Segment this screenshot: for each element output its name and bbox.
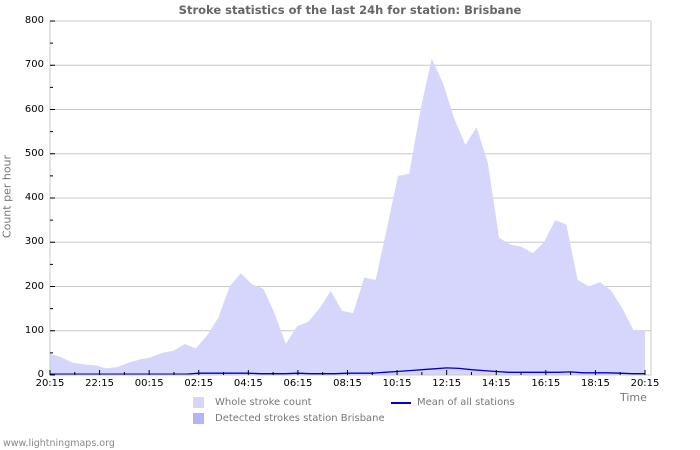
- x-tick-label: 02:15: [184, 378, 214, 389]
- y-tick-label: 800: [24, 15, 44, 26]
- x-tick-label: 20:15: [630, 378, 660, 389]
- x-axis-label: Time: [620, 391, 647, 404]
- footer-source: www.lightningmaps.org: [3, 438, 115, 449]
- whole-stroke-area: [50, 58, 645, 375]
- x-tick-label: 22:15: [85, 378, 114, 389]
- x-tick-label: 18:15: [580, 378, 610, 389]
- legend-label-mean: Mean of all stations: [417, 397, 515, 408]
- legend-swatch-detected: [193, 413, 204, 424]
- legend-swatch-mean: [391, 402, 411, 404]
- y-tick-label: 700: [24, 59, 44, 71]
- y-tick-label: 200: [24, 280, 44, 292]
- x-tick-label: 10:15: [382, 378, 412, 389]
- y-tick-label: 300: [24, 236, 44, 248]
- legend-label-whole: Whole stroke count: [215, 397, 312, 408]
- x-tick-label: 16:15: [531, 378, 561, 389]
- x-tick-label: 14:15: [481, 378, 511, 389]
- y-tick-label: 400: [24, 192, 44, 203]
- legend-label-detected: Detected strokes station Brisbane: [215, 413, 385, 424]
- y-tick-label: 600: [24, 103, 44, 115]
- y-tick-label: 100: [24, 324, 44, 336]
- x-tick-label: 08:15: [333, 378, 362, 389]
- legend-swatch-whole: [193, 397, 204, 408]
- y-tick-label: 500: [24, 147, 44, 159]
- x-tick-label: 06:15: [283, 378, 313, 389]
- x-tick-label: 12:15: [432, 378, 462, 389]
- x-tick-label: 04:15: [233, 378, 263, 389]
- x-tick-label: 20:15: [35, 378, 65, 389]
- y-tick-label: 0: [37, 369, 44, 380]
- x-tick-label: 00:15: [134, 378, 164, 389]
- chart-title: Stroke statistics of the last 24h for st…: [178, 3, 522, 17]
